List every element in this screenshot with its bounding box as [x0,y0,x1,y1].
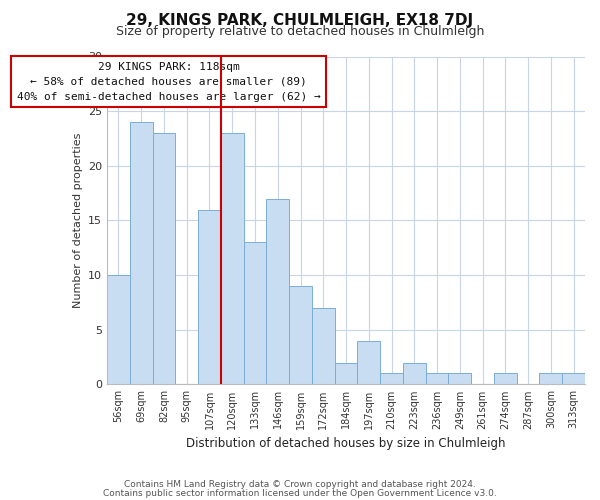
Text: Size of property relative to detached houses in Chulmleigh: Size of property relative to detached ho… [116,25,484,38]
Bar [244,242,266,384]
Bar [448,374,471,384]
Text: 29, KINGS PARK, CHULMLEIGH, EX18 7DJ: 29, KINGS PARK, CHULMLEIGH, EX18 7DJ [127,12,473,28]
Bar [539,374,562,384]
Bar [152,133,175,384]
Bar [198,210,221,384]
Bar [380,374,403,384]
Bar [494,374,517,384]
Bar [312,308,335,384]
Bar [130,122,152,384]
X-axis label: Distribution of detached houses by size in Chulmleigh: Distribution of detached houses by size … [186,437,506,450]
Bar [266,198,289,384]
Bar [403,362,425,384]
Y-axis label: Number of detached properties: Number of detached properties [73,133,83,308]
Bar [289,286,312,384]
Text: 29 KINGS PARK: 118sqm
← 58% of detached houses are smaller (89)
40% of semi-deta: 29 KINGS PARK: 118sqm ← 58% of detached … [17,62,320,102]
Bar [335,362,358,384]
Bar [358,340,380,384]
Bar [425,374,448,384]
Bar [562,374,585,384]
Text: Contains HM Land Registry data © Crown copyright and database right 2024.: Contains HM Land Registry data © Crown c… [124,480,476,489]
Text: Contains public sector information licensed under the Open Government Licence v3: Contains public sector information licen… [103,488,497,498]
Bar [107,275,130,384]
Bar [221,133,244,384]
